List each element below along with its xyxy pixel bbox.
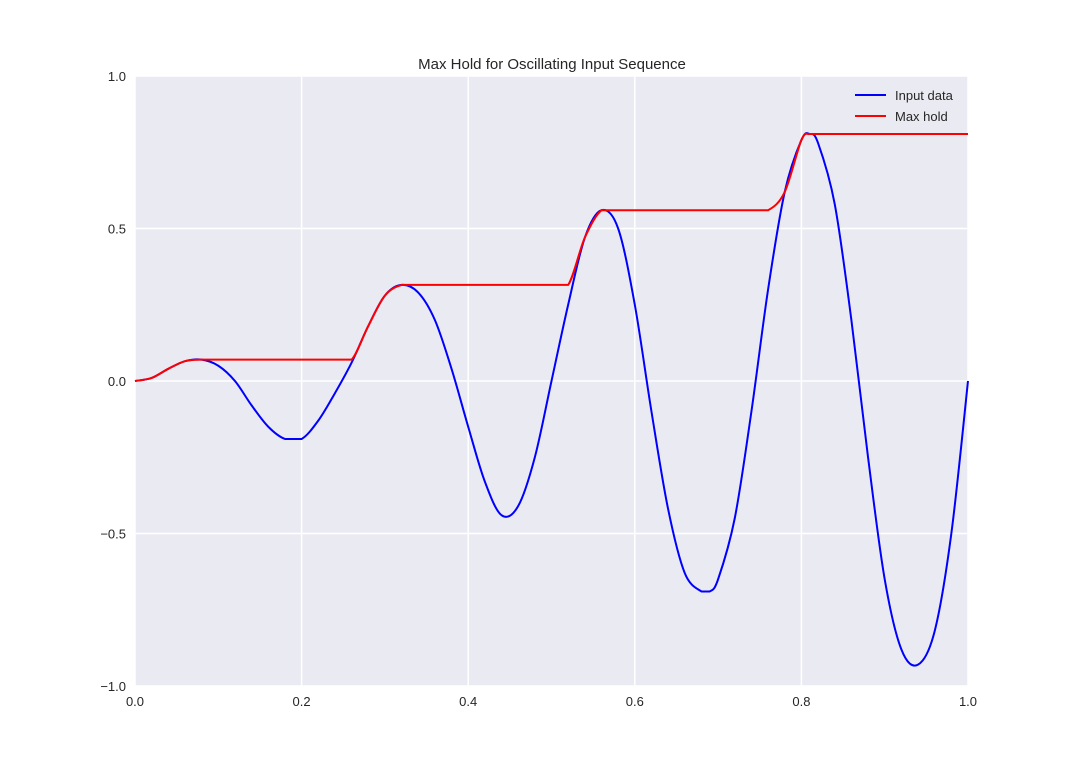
y-tick-label: 1.0 <box>108 69 126 84</box>
legend-box <box>848 84 964 128</box>
y-tick-labels: −1.0 −0.5 0.0 0.5 1.0 <box>100 69 126 694</box>
y-gridlines <box>135 75 968 687</box>
x-tick-label: 1.0 <box>959 694 977 709</box>
x-tick-label: 0.4 <box>459 694 477 709</box>
chart-title: Max Hold for Oscillating Input Sequence <box>418 56 686 73</box>
legend: Input data Max hold <box>848 84 964 128</box>
x-tick-label: 0.6 <box>626 694 644 709</box>
y-tick-label: 0.0 <box>108 374 126 389</box>
x-tick-label: 0.2 <box>293 694 311 709</box>
x-tick-labels: 0.0 0.2 0.4 0.6 0.8 1.0 <box>126 694 977 709</box>
y-tick-label: −0.5 <box>100 527 126 542</box>
y-tick-label: 0.5 <box>108 222 126 237</box>
legend-label-input-data: Input data <box>895 88 954 103</box>
y-tick-label: −1.0 <box>100 679 126 694</box>
x-tick-label: 0.8 <box>792 694 810 709</box>
series-line-input-data <box>134 132 969 667</box>
legend-label-max-hold: Max hold <box>895 109 948 124</box>
x-tick-label: 0.0 <box>126 694 144 709</box>
series-line-max-hold <box>134 132 968 382</box>
series-layer <box>134 132 969 667</box>
